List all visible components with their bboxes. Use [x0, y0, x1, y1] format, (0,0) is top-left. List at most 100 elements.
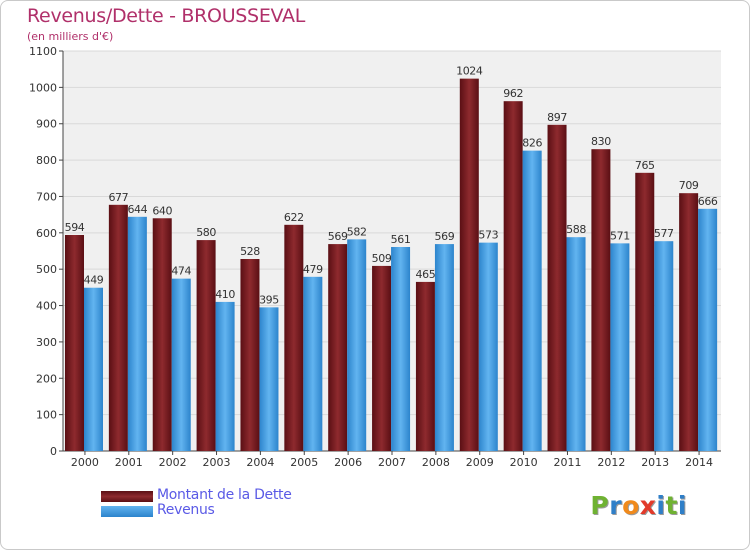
data-label-dette: 709	[679, 179, 699, 192]
bar-dette	[503, 101, 523, 451]
bar-revenus	[566, 237, 586, 451]
legend-label-revenus: Revenus	[157, 502, 215, 518]
y-tick-label: 200	[36, 372, 57, 385]
bar-revenus	[127, 216, 147, 451]
logo-letter: i	[656, 491, 666, 520]
x-tick-label: 2002	[159, 456, 187, 469]
x-tick-label: 2000	[71, 456, 99, 469]
data-label-dette: 528	[240, 245, 260, 258]
data-label-revenus: 571	[610, 229, 630, 242]
bar-dette	[635, 172, 655, 451]
data-label-dette: 677	[108, 191, 128, 204]
bar-revenus	[434, 244, 454, 451]
data-label-revenus: 826	[522, 137, 542, 150]
data-label-revenus: 569	[435, 230, 455, 243]
logo-letter: o	[622, 491, 640, 520]
logo-letter: x	[639, 491, 657, 520]
data-label-dette: 509	[372, 252, 392, 265]
y-tick-label: 900	[36, 118, 57, 131]
bar-revenus	[215, 301, 235, 451]
x-tick-label: 2009	[466, 456, 494, 469]
x-tick-label: 2013	[641, 456, 669, 469]
logo-letter: r	[609, 491, 623, 520]
data-label-revenus: 582	[347, 225, 367, 238]
bar-revenus	[303, 276, 323, 451]
data-label-dette: 580	[196, 226, 216, 239]
bar-revenus	[698, 208, 718, 451]
bar-revenus	[391, 247, 411, 451]
bar-dette	[459, 78, 479, 452]
bar-dette	[547, 124, 567, 452]
x-tick-label: 2014	[685, 456, 713, 469]
data-label-dette: 962	[503, 87, 523, 100]
bar-dette	[328, 244, 348, 451]
data-label-dette: 640	[152, 204, 172, 217]
y-tick-label: 800	[36, 154, 57, 167]
x-tick-label: 2006	[334, 456, 362, 469]
bar-revenus	[347, 239, 367, 451]
y-tick-label: 500	[36, 263, 57, 276]
y-tick-label: 600	[36, 227, 57, 240]
y-tick-label: 1000	[29, 81, 57, 94]
bar-dette	[284, 224, 304, 451]
data-label-dette: 594	[65, 221, 85, 234]
data-label-revenus: 666	[698, 195, 718, 208]
logo-letter: P	[590, 491, 610, 520]
data-label-revenus: 479	[303, 263, 323, 276]
bar-revenus	[84, 287, 103, 451]
data-label-revenus: 644	[127, 203, 147, 216]
bar-dette	[196, 240, 216, 451]
bar-dette	[108, 204, 128, 451]
x-tick-label: 2012	[597, 456, 625, 469]
y-tick-label: 400	[36, 300, 57, 313]
data-label-dette: 830	[591, 135, 611, 148]
x-tick-label: 2003	[203, 456, 231, 469]
legend-swatch-dette	[101, 491, 153, 502]
data-label-dette: 765	[635, 159, 655, 172]
data-label-dette: 622	[284, 211, 304, 224]
logo-letter: t	[665, 491, 678, 520]
data-label-dette: 897	[547, 111, 567, 124]
y-tick-label: 0	[50, 445, 57, 458]
bar-dette	[372, 265, 392, 451]
data-label-dette: 465	[416, 268, 436, 281]
y-tick-label: 300	[36, 336, 57, 349]
bar-revenus	[171, 278, 191, 451]
data-label-revenus: 577	[654, 227, 674, 240]
y-tick-label: 1100	[29, 45, 57, 58]
y-tick-label: 700	[36, 190, 57, 203]
bar-dette	[152, 218, 172, 451]
data-label-revenus: 573	[478, 229, 498, 242]
x-tick-label: 2007	[378, 456, 406, 469]
x-tick-label: 2008	[422, 456, 450, 469]
x-tick-label: 2005	[290, 456, 318, 469]
bar-dette	[591, 149, 611, 451]
proxiti-logo: Proxiti	[590, 491, 687, 520]
chart-subtitle: (en milliers d'€)	[27, 30, 114, 43]
y-tick-label: 100	[36, 409, 57, 422]
data-label-dette: 569	[328, 230, 348, 243]
x-tick-label: 2004	[246, 456, 274, 469]
data-label-dette: 1024	[456, 65, 483, 78]
data-label-revenus: 449	[84, 274, 104, 287]
data-label-revenus: 410	[215, 288, 235, 301]
data-label-revenus: 588	[566, 223, 586, 236]
x-tick-label: 2001	[115, 456, 143, 469]
bar-dette	[65, 235, 84, 451]
data-label-revenus: 474	[171, 265, 191, 278]
data-label-revenus: 395	[259, 293, 279, 306]
x-tick-label: 2011	[553, 456, 581, 469]
legend-swatch-revenus	[101, 506, 153, 517]
data-label-revenus: 561	[391, 233, 411, 246]
bar-revenus	[259, 307, 279, 451]
chart-title: Revenus/Dette - BROUSSEVAL	[27, 5, 305, 27]
bar-revenus	[522, 150, 542, 452]
bar-revenus	[478, 242, 498, 451]
legend-label-dette: Montant de la Dette	[157, 487, 292, 503]
bar-dette	[415, 281, 435, 451]
bar-dette	[679, 193, 699, 451]
logo-letter: i	[677, 491, 687, 520]
bar-revenus	[654, 241, 674, 451]
